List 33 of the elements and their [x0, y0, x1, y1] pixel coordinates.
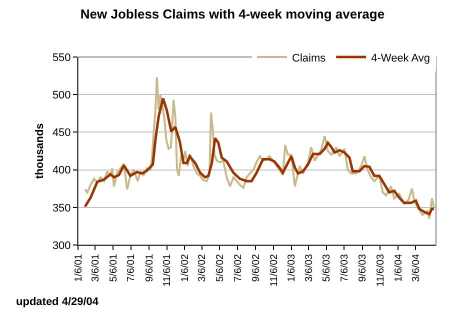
line-series [84, 97, 436, 216]
legend-label: Claims [292, 52, 326, 64]
y-tick-label: 500 [52, 89, 71, 102]
x-tick-label: 3/6/04 [410, 254, 422, 282]
x-tick-label: 1/6/02 [180, 254, 191, 282]
x-tick-label: 3/6/03 [304, 254, 315, 282]
x-tick-label: 3/6/01 [90, 254, 102, 282]
x-tick-label: 5/6/01 [108, 254, 120, 282]
y-tick-label: 550 [52, 52, 71, 64]
x-tick-label: 3/6/02 [197, 254, 208, 282]
x-tick-label: 7/6/01 [126, 254, 138, 282]
x-tick-label: 1/6/01 [73, 254, 84, 282]
x-tick-label: 9/6/02 [250, 254, 262, 282]
x-tick-label: 9/6/03 [358, 254, 369, 282]
x-tick-label: 11/6/02 [268, 254, 280, 287]
x-tick-label: 7/6/02 [232, 254, 244, 282]
x-tick-label: 5/6/02 [214, 254, 226, 282]
x-tick-label: 11/6/03 [375, 254, 386, 287]
line-series [84, 76, 435, 220]
text: updated 4/29/04 [16, 296, 100, 308]
x-tick-label: 7/6/03 [339, 254, 350, 282]
x-tick-label: 5/6/03 [322, 254, 333, 282]
x-tick-label: 1/6/03 [286, 254, 298, 282]
y-tick-label: 300 [52, 240, 71, 252]
y-tick-label: 400 [52, 164, 71, 177]
y-tick-label: 350 [52, 202, 71, 214]
x-tick-label: 9/6/01 [144, 254, 156, 282]
x-tick-label: 11/6/01 [162, 254, 174, 287]
x-tick-label: 1/6/04 [393, 254, 404, 282]
chart-title: New Jobless Claims with 4-week moving average [80, 6, 385, 22]
y-tick-label: 450 [52, 127, 71, 140]
y-axis-title: thousands [34, 123, 46, 179]
legend-label: 4-Week Avg [371, 52, 430, 64]
